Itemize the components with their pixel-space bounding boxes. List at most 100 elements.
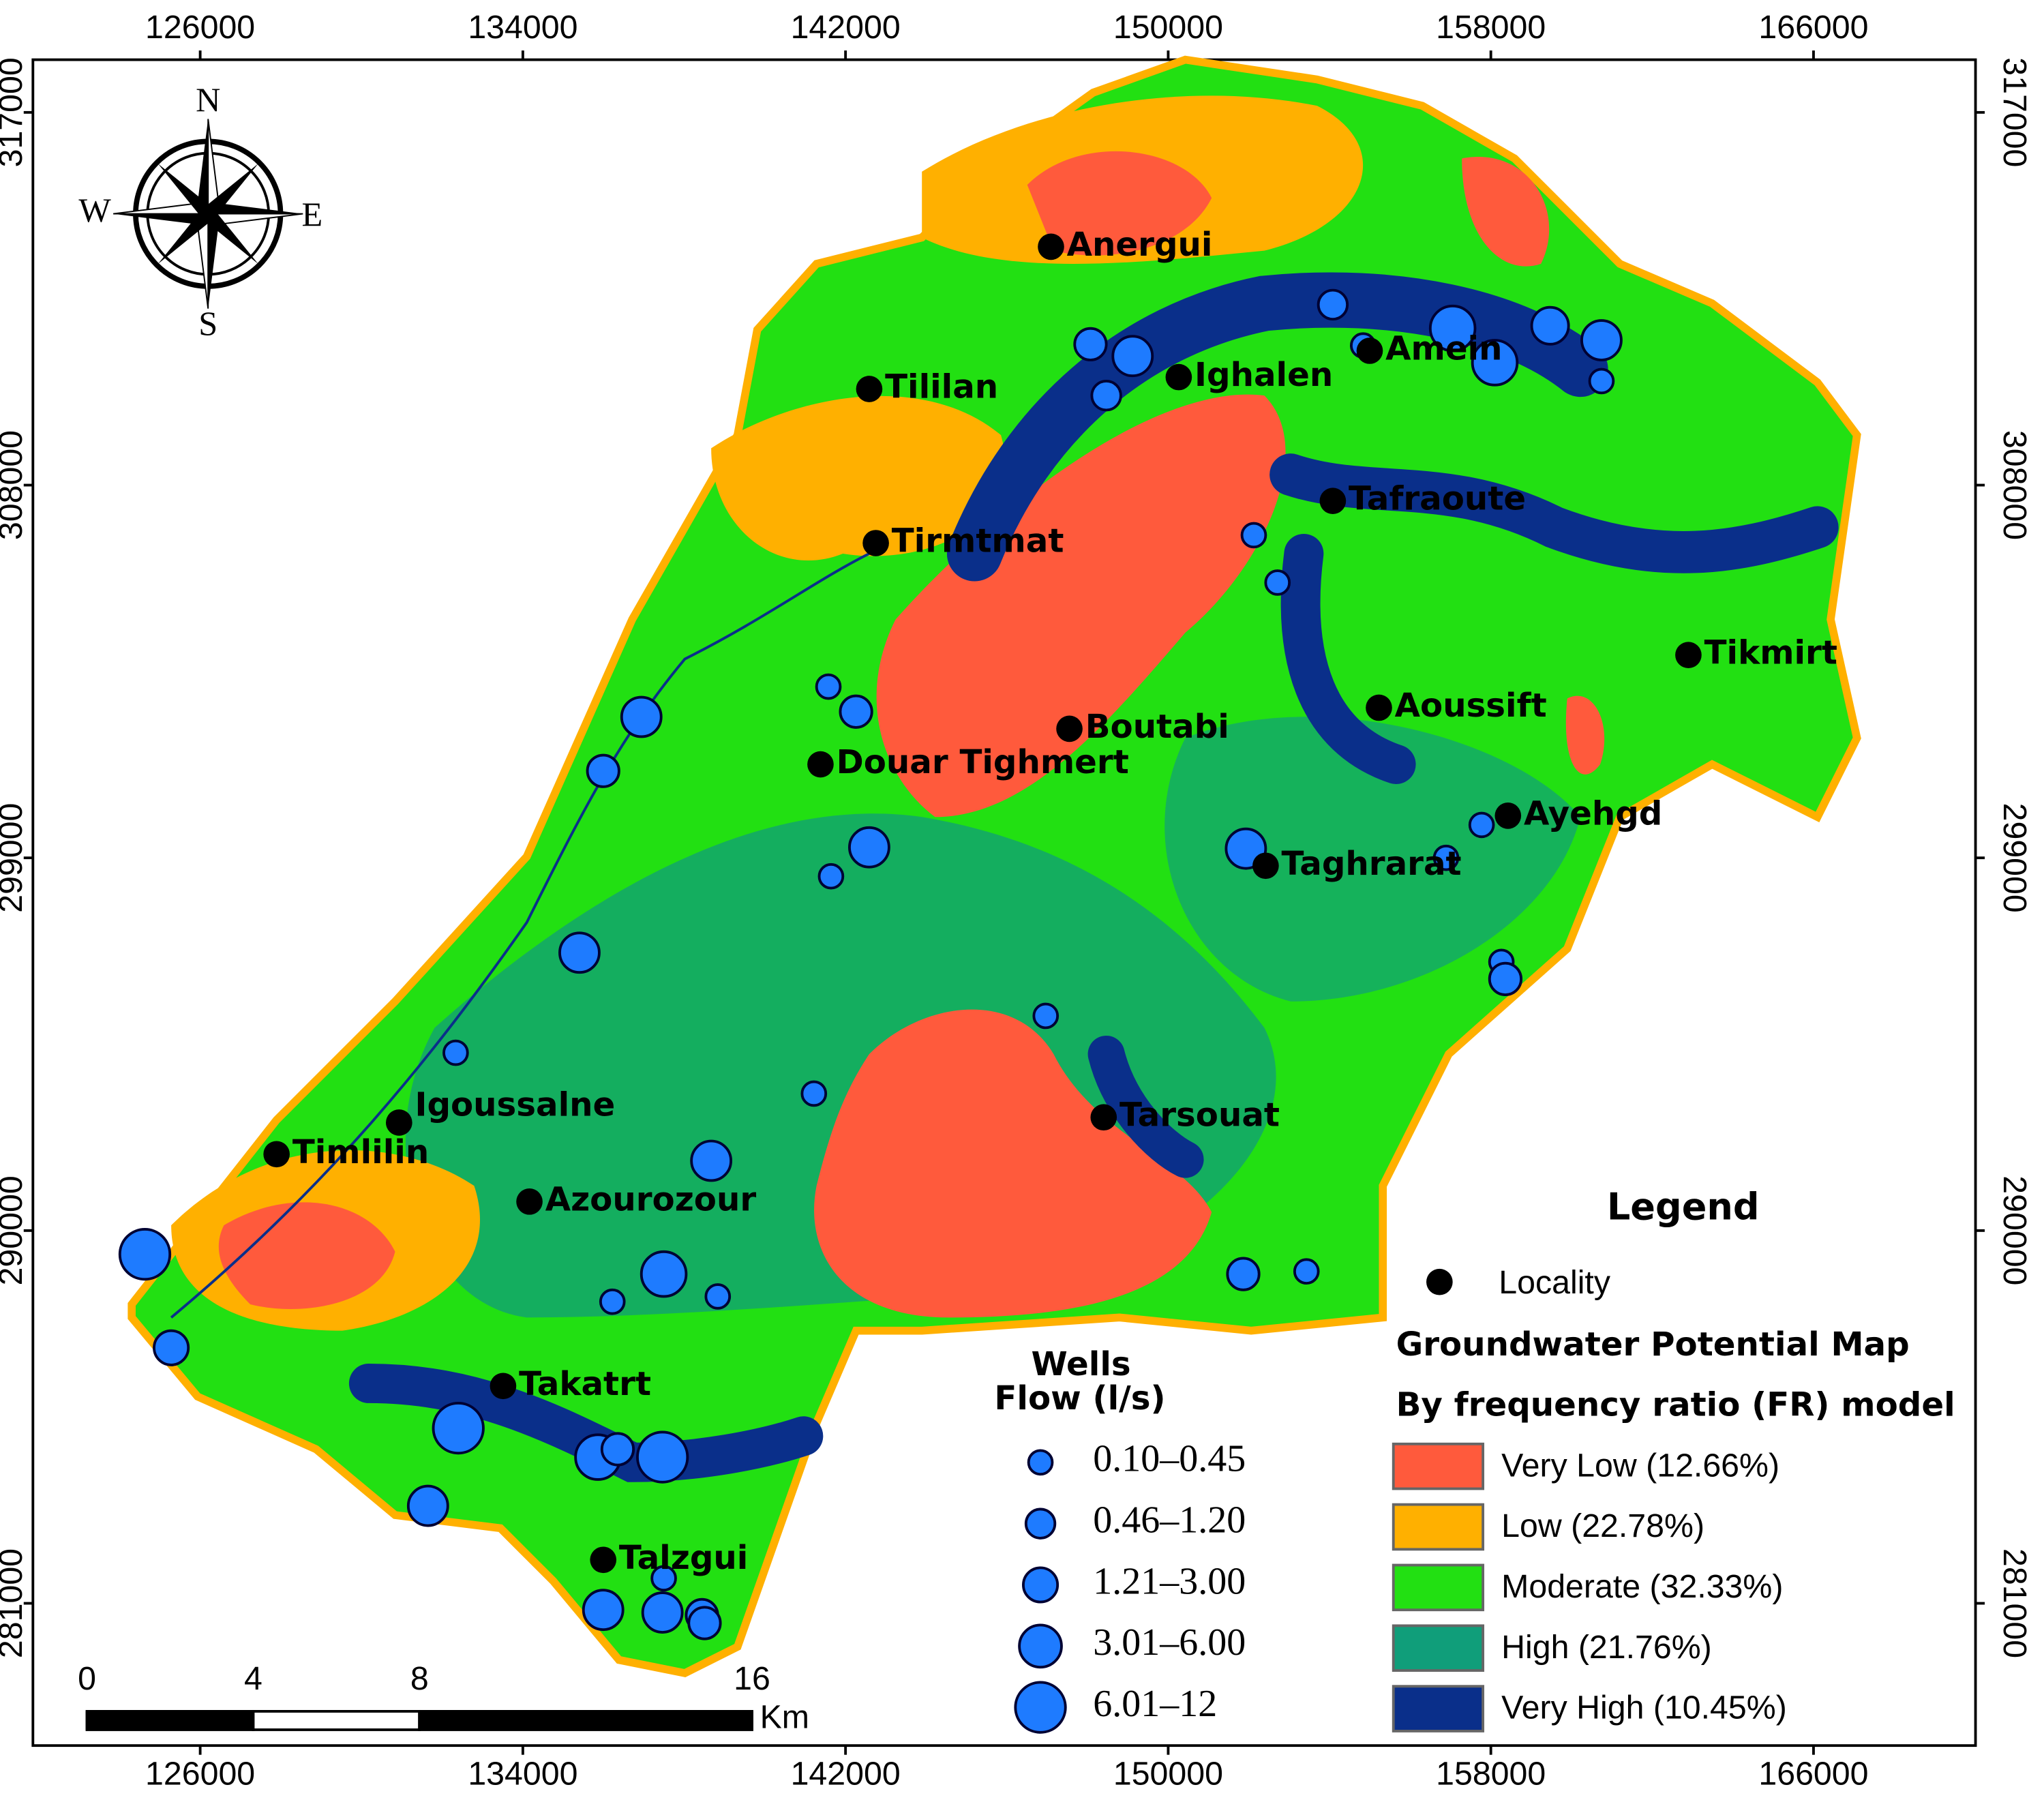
- y-tick-label: 317000: [1996, 57, 2033, 167]
- y-tick-label: 317000: [0, 57, 29, 167]
- locality-label: Tikmirt: [1704, 634, 1837, 672]
- very-low-zone: [1462, 156, 1550, 267]
- well: [1226, 1257, 1261, 1291]
- wells-legend-symbol: [1018, 1623, 1063, 1669]
- locality-label: Tililan: [885, 368, 998, 406]
- well: [704, 1283, 732, 1310]
- y-tick-label: 308000: [0, 430, 29, 540]
- legend-label: Very High (10.45%): [1501, 1690, 1787, 1726]
- wells-legend-symbol: [1022, 1566, 1059, 1604]
- very-high-zone: [1280, 533, 1416, 785]
- well: [641, 1591, 684, 1634]
- locality: [1038, 233, 1064, 260]
- locality-label: Taghrarat: [1282, 845, 1462, 883]
- y-tick-label: 308000: [1996, 430, 2033, 540]
- well: [558, 931, 601, 974]
- legend-potential-title: Groundwater Potential Map: [1396, 1325, 1910, 1364]
- scale-bar-label: 16: [734, 1660, 770, 1697]
- legend-label: Very Low (12.66%): [1501, 1447, 1779, 1484]
- locality: [1366, 694, 1392, 721]
- wells-legend-label: 0.10–0.45: [1093, 1438, 1246, 1480]
- y-tick-label: 281000: [0, 1548, 29, 1658]
- compass-star: [157, 208, 213, 264]
- locality: [590, 1546, 617, 1574]
- well: [599, 1288, 626, 1315]
- x-tick-label: 166000: [1758, 1755, 1868, 1792]
- wells-legend-label: 1.21–3.00: [1093, 1560, 1246, 1602]
- legend-potential-subtitle: By frequency ratio (FR) model: [1396, 1386, 1955, 1424]
- well: [1111, 335, 1154, 378]
- locality: [1675, 642, 1702, 669]
- legend-swatch: [1392, 1503, 1485, 1551]
- y-tick-label: 299000: [1996, 803, 2033, 913]
- locality-label: Anergui: [1067, 226, 1213, 264]
- legend-title: Legend: [1607, 1186, 1760, 1229]
- well: [650, 1565, 677, 1592]
- scale-bar-segment: [418, 1709, 753, 1731]
- locality-label: Ighalen: [1194, 356, 1333, 394]
- locality-label: Amein: [1385, 329, 1502, 368]
- well: [586, 753, 620, 788]
- scale-bar-unit: Km: [760, 1698, 809, 1735]
- locality: [516, 1188, 543, 1215]
- very-low-zone: [1565, 695, 1605, 775]
- well: [1240, 522, 1267, 549]
- very-low-zone: [218, 1202, 395, 1309]
- legend-swatch: [1392, 1442, 1485, 1490]
- legend-locality-symbol: [1426, 1268, 1453, 1295]
- legend-swatch: [1392, 1624, 1485, 1672]
- very-high-zone: [1087, 1035, 1204, 1178]
- well: [406, 1484, 449, 1527]
- well: [1317, 288, 1349, 321]
- compass-letter: W: [78, 191, 111, 229]
- locality: [1356, 338, 1383, 364]
- well: [1471, 339, 1519, 387]
- wells-subtitle: Flow (l/s): [994, 1379, 1165, 1418]
- well: [1432, 844, 1460, 871]
- x-tick-label: 150000: [1113, 1755, 1223, 1792]
- locality-label: Azourozour: [545, 1180, 757, 1218]
- wells-legend-symbol: [1024, 1508, 1057, 1540]
- compass-letter: S: [198, 304, 217, 342]
- locality-label: Aoussift: [1395, 687, 1547, 725]
- locality-label: Takatrt: [519, 1365, 651, 1403]
- very-low-zone: [876, 394, 1286, 817]
- very-high-zone: [946, 272, 1608, 582]
- well: [118, 1227, 172, 1281]
- locality-label: Timlilin: [292, 1133, 429, 1171]
- river: [170, 552, 870, 1319]
- locality: [1056, 715, 1083, 742]
- well: [1428, 304, 1477, 352]
- north-arrow: [113, 119, 303, 309]
- wells-legend-label: 3.01–6.00: [1093, 1621, 1246, 1664]
- y-tick-label: 299000: [0, 803, 29, 913]
- locality: [856, 376, 883, 402]
- x-tick-label: 134000: [468, 9, 577, 46]
- compass-star: [157, 164, 213, 220]
- scale-bar-label: 0: [78, 1660, 96, 1697]
- locality-label: Tarsouat: [1119, 1096, 1280, 1135]
- locality: [1494, 802, 1522, 829]
- well: [600, 1432, 635, 1467]
- x-tick-label: 126000: [145, 9, 255, 46]
- wells-legend-symbol: [1014, 1681, 1067, 1734]
- well: [687, 1606, 722, 1640]
- legend-label: Low (22.78%): [1501, 1508, 1704, 1544]
- locality: [1252, 852, 1279, 880]
- well: [1264, 569, 1291, 596]
- very-high-zone: [1269, 453, 1839, 573]
- low-zone: [711, 395, 1006, 561]
- y-tick-label: 281000: [1996, 1548, 2033, 1658]
- locality-label: Ayehgd: [1524, 794, 1662, 832]
- locality: [385, 1109, 412, 1136]
- locality-label: Douar Tighmert: [837, 743, 1129, 781]
- locality: [1165, 363, 1192, 391]
- scale-bar-label: 8: [410, 1660, 429, 1697]
- basin: [127, 55, 1861, 1677]
- well: [1530, 305, 1570, 346]
- locality: [1319, 487, 1347, 515]
- locality-label: Talzgui: [619, 1539, 748, 1577]
- legend-label: Moderate (32.33%): [1501, 1568, 1783, 1605]
